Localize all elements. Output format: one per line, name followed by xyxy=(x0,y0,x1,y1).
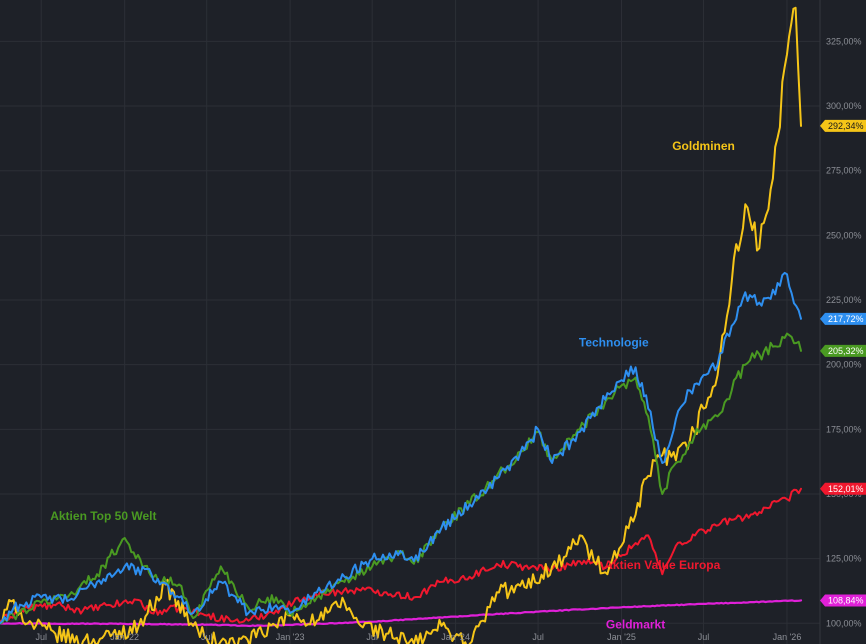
y-tick-label: 100,00% xyxy=(826,618,862,628)
series-label-aktien-top-50-welt: Aktien Top 50 Welt xyxy=(50,509,156,523)
badge-shape xyxy=(820,344,866,357)
x-tick-label: Jan '26 xyxy=(773,632,802,642)
badge-shape xyxy=(820,312,866,325)
badge-label: 108,84% xyxy=(828,595,864,605)
series-annotations: Goldminen Technologie Aktien Top 50 Welt Ak… xyxy=(50,139,735,631)
series-line-geldmarkt xyxy=(0,599,803,628)
y-tick-label: 125,00% xyxy=(826,554,862,564)
series-label-aktien-value-europa: Aktien Value Europa xyxy=(604,558,720,572)
badge-label: 292,34% xyxy=(828,121,864,131)
y-tick-label: 300,00% xyxy=(826,101,862,111)
x-tick-label: Jul xyxy=(532,632,544,642)
y-tick-label: 200,00% xyxy=(826,360,862,370)
badge-label: 217,72% xyxy=(828,314,864,324)
y-tick-label: 275,00% xyxy=(826,166,862,176)
badge-label: 152,01% xyxy=(828,484,864,494)
series-lines xyxy=(0,6,803,644)
last-value-badge-aktien-top-50-welt: 205,32% xyxy=(820,344,866,357)
series-line-aktien-value-europa xyxy=(0,487,802,624)
y-tick-label: 225,00% xyxy=(826,295,862,305)
series-line-goldminen xyxy=(0,6,802,644)
x-tick-label: Jan '22 xyxy=(110,632,139,642)
x-tick-label: Jan '23 xyxy=(276,632,305,642)
x-tick-label: Jan '25 xyxy=(607,632,636,642)
y-tick-label: 175,00% xyxy=(826,424,862,434)
last-value-badge-aktien-value-europa: 152,01% xyxy=(820,482,866,495)
x-tick-label: Jul xyxy=(366,632,378,642)
last-value-badge-goldminen: 292,34% xyxy=(820,119,866,132)
x-tick-label: Jul xyxy=(698,632,710,642)
x-tick-label: Jan '24 xyxy=(441,632,470,642)
series-label-geldmarkt: Geldmarkt xyxy=(606,617,665,631)
y-tick-label: 325,00% xyxy=(826,36,862,46)
badge-label: 205,32% xyxy=(828,346,864,356)
badge-shape xyxy=(820,119,866,132)
series-line-technologie xyxy=(0,271,802,625)
x-tick-label: Jul xyxy=(201,632,213,642)
last-value-badges: 108,84% 152,01% 292,34% 205,32% 217,72% xyxy=(820,119,866,607)
x-tick-label: Jul xyxy=(35,632,47,642)
y-tick-label: 250,00% xyxy=(826,230,862,240)
series-label-goldminen: Goldminen xyxy=(672,139,735,153)
series-label-technologie: Technologie xyxy=(579,336,649,350)
last-value-badge-geldmarkt: 108,84% xyxy=(820,594,866,607)
x-axis-ticks: Jul Jan '22 Jul Jan '23 Jul Jan '24 Jul Jan '25… xyxy=(35,632,801,642)
last-value-badge-technologie: 217,72% xyxy=(820,312,866,325)
grid-lines xyxy=(0,0,820,644)
badge-shape xyxy=(820,594,866,607)
badge-shape xyxy=(820,482,866,495)
